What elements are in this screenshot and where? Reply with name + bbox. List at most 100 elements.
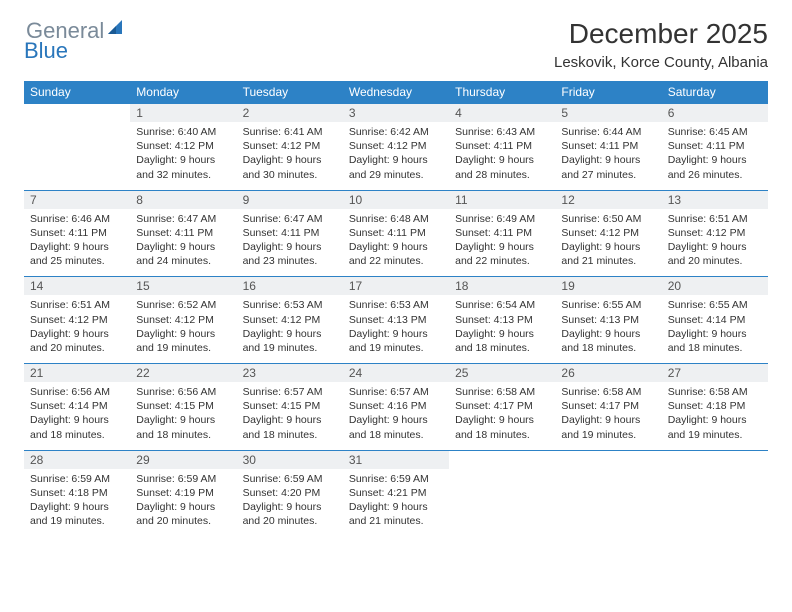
day-cell: Sunrise: 6:59 AMSunset: 4:21 PMDaylight:… xyxy=(343,469,449,537)
content-row: Sunrise: 6:56 AMSunset: 4:14 PMDaylight:… xyxy=(24,382,768,450)
sunrise-text: Sunrise: 6:57 AM xyxy=(243,385,337,399)
day-cell: Sunrise: 6:43 AMSunset: 4:11 PMDaylight:… xyxy=(449,122,555,190)
daylight-text-2: and 20 minutes. xyxy=(668,254,762,268)
daylight-text-2: and 28 minutes. xyxy=(455,168,549,182)
sunset-text: Sunset: 4:12 PM xyxy=(349,139,443,153)
daylight-text-1: Daylight: 9 hours xyxy=(243,153,337,167)
day-number: 25 xyxy=(449,364,555,383)
sunset-text: Sunset: 4:15 PM xyxy=(243,399,337,413)
sunset-text: Sunset: 4:12 PM xyxy=(243,313,337,327)
daylight-text-2: and 18 minutes. xyxy=(30,428,124,442)
weekday-header: Friday xyxy=(555,81,661,104)
daylight-text-2: and 18 minutes. xyxy=(455,341,549,355)
daylight-text-1: Daylight: 9 hours xyxy=(561,153,655,167)
sunset-text: Sunset: 4:11 PM xyxy=(30,226,124,240)
sunrise-text: Sunrise: 6:47 AM xyxy=(136,212,230,226)
day-cell: Sunrise: 6:46 AMSunset: 4:11 PMDaylight:… xyxy=(24,209,130,277)
daylight-text-2: and 23 minutes. xyxy=(243,254,337,268)
weekday-header: Wednesday xyxy=(343,81,449,104)
sunrise-text: Sunrise: 6:53 AM xyxy=(349,298,443,312)
logo-blue-row: Blue xyxy=(24,38,68,64)
content-row: Sunrise: 6:59 AMSunset: 4:18 PMDaylight:… xyxy=(24,469,768,537)
day-number: 29 xyxy=(130,450,236,469)
sunset-text: Sunset: 4:12 PM xyxy=(136,313,230,327)
daylight-text-2: and 19 minutes. xyxy=(30,514,124,528)
sunrise-text: Sunrise: 6:46 AM xyxy=(30,212,124,226)
day-cell: Sunrise: 6:47 AMSunset: 4:11 PMDaylight:… xyxy=(237,209,343,277)
sunrise-text: Sunrise: 6:49 AM xyxy=(455,212,549,226)
content-row: Sunrise: 6:46 AMSunset: 4:11 PMDaylight:… xyxy=(24,209,768,277)
day-number: 3 xyxy=(343,104,449,123)
weekday-header: Sunday xyxy=(24,81,130,104)
daylight-text-1: Daylight: 9 hours xyxy=(243,413,337,427)
calendar-table: Sunday Monday Tuesday Wednesday Thursday… xyxy=(24,81,768,537)
header: General December 2025 Leskovik, Korce Co… xyxy=(24,18,768,71)
day-cell: Sunrise: 6:53 AMSunset: 4:12 PMDaylight:… xyxy=(237,295,343,363)
daylight-text-1: Daylight: 9 hours xyxy=(455,327,549,341)
logo-text-blue: Blue xyxy=(24,38,68,63)
daylight-text-2: and 18 minutes. xyxy=(136,428,230,442)
location: Leskovik, Korce County, Albania xyxy=(554,54,768,71)
sunrise-text: Sunrise: 6:57 AM xyxy=(349,385,443,399)
day-number: 24 xyxy=(343,364,449,383)
day-cell xyxy=(555,469,661,537)
sunset-text: Sunset: 4:17 PM xyxy=(561,399,655,413)
sunrise-text: Sunrise: 6:58 AM xyxy=(668,385,762,399)
sunrise-text: Sunrise: 6:59 AM xyxy=(136,472,230,486)
daylight-text-1: Daylight: 9 hours xyxy=(243,240,337,254)
day-number: 15 xyxy=(130,277,236,296)
daylight-text-1: Daylight: 9 hours xyxy=(136,153,230,167)
daylight-text-1: Daylight: 9 hours xyxy=(30,240,124,254)
daylight-text-2: and 21 minutes. xyxy=(349,514,443,528)
day-cell: Sunrise: 6:40 AMSunset: 4:12 PMDaylight:… xyxy=(130,122,236,190)
sunset-text: Sunset: 4:18 PM xyxy=(668,399,762,413)
daylight-text-1: Daylight: 9 hours xyxy=(136,500,230,514)
sunrise-text: Sunrise: 6:45 AM xyxy=(668,125,762,139)
daylight-text-1: Daylight: 9 hours xyxy=(668,413,762,427)
day-cell: Sunrise: 6:58 AMSunset: 4:18 PMDaylight:… xyxy=(662,382,768,450)
day-number: 11 xyxy=(449,190,555,209)
sunset-text: Sunset: 4:11 PM xyxy=(455,226,549,240)
day-cell: Sunrise: 6:59 AMSunset: 4:19 PMDaylight:… xyxy=(130,469,236,537)
day-number: 18 xyxy=(449,277,555,296)
day-cell: Sunrise: 6:56 AMSunset: 4:15 PMDaylight:… xyxy=(130,382,236,450)
sunrise-text: Sunrise: 6:55 AM xyxy=(561,298,655,312)
sunrise-text: Sunrise: 6:42 AM xyxy=(349,125,443,139)
sunset-text: Sunset: 4:18 PM xyxy=(30,486,124,500)
sunset-text: Sunset: 4:11 PM xyxy=(561,139,655,153)
daylight-text-2: and 18 minutes. xyxy=(349,428,443,442)
daylight-text-1: Daylight: 9 hours xyxy=(349,153,443,167)
day-number: 31 xyxy=(343,450,449,469)
logo-sail-icon xyxy=(106,18,126,43)
sunset-text: Sunset: 4:21 PM xyxy=(349,486,443,500)
sunrise-text: Sunrise: 6:44 AM xyxy=(561,125,655,139)
daylight-text-2: and 19 minutes. xyxy=(561,428,655,442)
daylight-text-1: Daylight: 9 hours xyxy=(349,327,443,341)
day-number: 1 xyxy=(130,104,236,123)
daylight-text-2: and 20 minutes. xyxy=(136,514,230,528)
daynum-row: 28293031 xyxy=(24,450,768,469)
daylight-text-2: and 32 minutes. xyxy=(136,168,230,182)
sunset-text: Sunset: 4:15 PM xyxy=(136,399,230,413)
daylight-text-1: Daylight: 9 hours xyxy=(455,413,549,427)
daylight-text-2: and 20 minutes. xyxy=(243,514,337,528)
daylight-text-1: Daylight: 9 hours xyxy=(349,240,443,254)
day-cell: Sunrise: 6:47 AMSunset: 4:11 PMDaylight:… xyxy=(130,209,236,277)
daylight-text-2: and 19 minutes. xyxy=(136,341,230,355)
day-cell: Sunrise: 6:41 AMSunset: 4:12 PMDaylight:… xyxy=(237,122,343,190)
title-block: December 2025 Leskovik, Korce County, Al… xyxy=(554,18,768,71)
daylight-text-1: Daylight: 9 hours xyxy=(30,500,124,514)
daylight-text-1: Daylight: 9 hours xyxy=(349,413,443,427)
daylight-text-2: and 21 minutes. xyxy=(561,254,655,268)
day-cell: Sunrise: 6:55 AMSunset: 4:14 PMDaylight:… xyxy=(662,295,768,363)
day-cell: Sunrise: 6:48 AMSunset: 4:11 PMDaylight:… xyxy=(343,209,449,277)
day-number: 19 xyxy=(555,277,661,296)
daynum-row: 21222324252627 xyxy=(24,364,768,383)
sunset-text: Sunset: 4:11 PM xyxy=(349,226,443,240)
day-cell: Sunrise: 6:59 AMSunset: 4:20 PMDaylight:… xyxy=(237,469,343,537)
day-cell: Sunrise: 6:42 AMSunset: 4:12 PMDaylight:… xyxy=(343,122,449,190)
daylight-text-2: and 18 minutes. xyxy=(455,428,549,442)
sunset-text: Sunset: 4:17 PM xyxy=(455,399,549,413)
daynum-row: 78910111213 xyxy=(24,190,768,209)
sunrise-text: Sunrise: 6:40 AM xyxy=(136,125,230,139)
